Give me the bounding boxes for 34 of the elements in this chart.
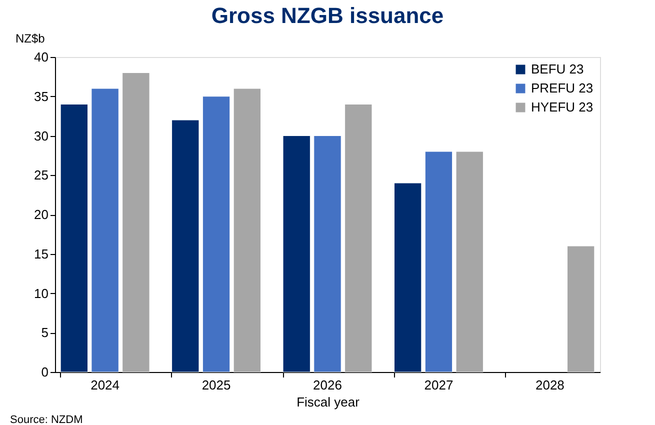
bar <box>394 182 422 372</box>
y-tick-label: 15 <box>34 246 48 262</box>
legend-label: BEFU 23 <box>531 62 584 76</box>
bar <box>282 136 310 372</box>
x-tick-label: 2025 <box>202 378 231 392</box>
x-tick-label: 2026 <box>313 378 342 392</box>
legend-label: PREFU 23 <box>531 80 594 96</box>
bar <box>314 136 342 372</box>
y-tick-label: 30 <box>34 128 48 144</box>
bar <box>122 72 150 372</box>
legend-label: HYEFU 23 <box>531 100 594 114</box>
y-tick-label: 5 <box>41 325 48 340</box>
x-tick-label: 2027 <box>424 378 454 392</box>
bar <box>202 96 230 372</box>
y-tick-label: 35 <box>34 88 48 104</box>
y-axis-title: NZ$b <box>16 32 46 46</box>
y-tick-label: 0 <box>41 364 48 380</box>
y-tick-label: 10 <box>34 286 48 301</box>
chart-title: Gross NZGB issuance <box>211 3 444 28</box>
bar <box>424 151 453 372</box>
y-tick-label: 25 <box>34 168 48 183</box>
bar <box>172 120 200 372</box>
y-tick-label: 20 <box>34 207 48 222</box>
bar <box>91 88 119 372</box>
bar <box>233 88 262 372</box>
x-axis-title: Fiscal year <box>296 394 360 410</box>
bar <box>344 104 372 372</box>
source-note: Source: NZDM <box>10 414 83 425</box>
bar <box>60 104 88 372</box>
x-tick-label: 2024 <box>90 378 120 392</box>
y-tick-label: 40 <box>34 50 48 64</box>
bar <box>567 246 595 372</box>
bar <box>456 151 484 372</box>
x-tick-label: 2028 <box>535 378 564 392</box>
